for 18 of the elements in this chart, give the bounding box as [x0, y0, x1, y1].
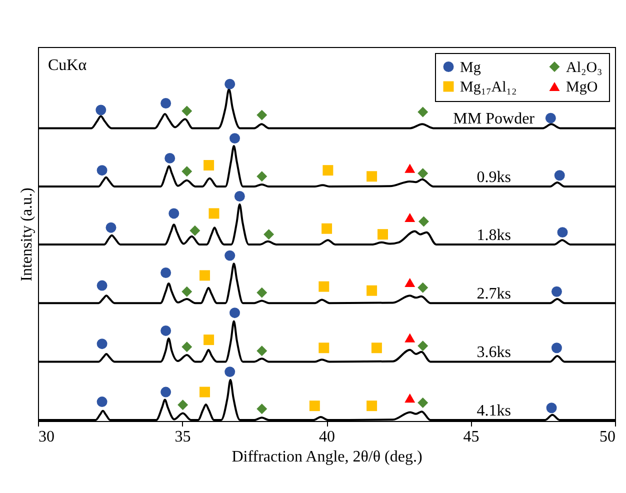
series-label: 4.1ks [476, 402, 511, 420]
x-tick-label: 45 [463, 428, 480, 446]
legend-label: Mg₁₇Al₁₂ [460, 80, 517, 96]
x-tick-label: 35 [174, 428, 191, 446]
legend-label: Mg [460, 60, 482, 76]
series-label: 0.9ks [476, 168, 511, 186]
legend-label: Al₂O₃ [566, 60, 602, 76]
x-tick-label: 40 [319, 428, 335, 446]
series-label: 3.6ks [476, 344, 511, 362]
series-label: 2.7ks [476, 286, 511, 303]
x-tick-label: 30 [38, 428, 54, 446]
series-label: 1.8ks [476, 226, 511, 244]
series-label: MM Powder [453, 110, 536, 128]
text: CuKα [48, 57, 88, 74]
legend-label: MgO [566, 80, 598, 96]
y-axis-title: Intensity (a.u.) [18, 188, 36, 282]
x-axis-title: Diffraction Angle, 2θ/θ (deg.) [232, 448, 422, 466]
x-tick-label: 50 [600, 428, 616, 446]
